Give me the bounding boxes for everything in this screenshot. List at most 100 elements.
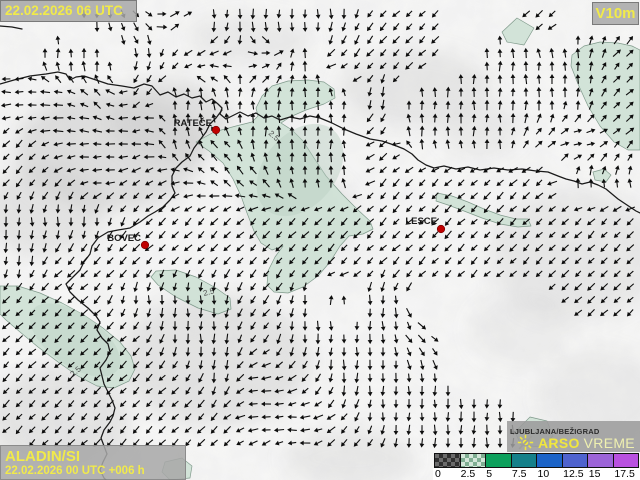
wind-arrow xyxy=(587,230,595,239)
wind-arrow-head xyxy=(80,377,85,382)
wind-arrow-head xyxy=(237,113,243,118)
wind-arrow xyxy=(548,257,556,265)
station-label: LJUBLJANA/BEŽIGRAD xyxy=(510,427,600,436)
wind-arrow xyxy=(443,166,453,173)
wind-arrow xyxy=(418,244,426,252)
wind-arrow xyxy=(573,141,583,147)
wind-arrow-head xyxy=(28,415,34,420)
wind-arrow-head xyxy=(198,234,203,239)
wind-arrow xyxy=(210,140,219,149)
wind-arrow xyxy=(522,270,530,278)
wind-arrow-head xyxy=(29,261,35,267)
wind-arrow-head xyxy=(185,126,191,131)
wind-arrow-head xyxy=(471,87,477,92)
wind-arrow-head xyxy=(276,233,281,239)
wind-arrow-head xyxy=(41,155,46,160)
wind-arrow-head xyxy=(366,234,372,239)
wind-arrow-head xyxy=(171,415,176,420)
wind-arrow xyxy=(3,192,9,200)
wind-arrow-head xyxy=(509,233,515,239)
wind-arrow xyxy=(120,282,126,291)
wind-arrow-head xyxy=(211,234,216,239)
wind-arrow-head xyxy=(340,246,346,252)
wind-arrow xyxy=(55,75,62,84)
wind-arrow xyxy=(406,125,412,137)
wind-arrow xyxy=(352,205,362,213)
wind-arrow-head xyxy=(302,100,308,105)
wind-arrow-head xyxy=(367,287,372,292)
wind-arrow-head xyxy=(328,100,334,105)
wind-arrow xyxy=(406,386,412,396)
wind-arrow-head xyxy=(613,259,619,265)
wind-arrow-head xyxy=(261,414,266,420)
wind-arrow xyxy=(549,87,555,97)
wind-arrow-head xyxy=(221,193,226,199)
wind-arrow xyxy=(68,217,74,227)
wind-arrow-head xyxy=(302,27,308,32)
wind-arrow xyxy=(248,362,258,368)
wind-arrow-head xyxy=(172,87,177,92)
wind-arrow xyxy=(41,374,50,382)
wind-arrow-head xyxy=(419,391,425,396)
wind-arrow xyxy=(211,308,217,318)
wind-arrow-head xyxy=(54,312,60,317)
wind-arrow xyxy=(224,347,230,357)
wind-arrow-head xyxy=(158,114,164,120)
wind-arrow xyxy=(145,11,153,17)
wind-arrow-head xyxy=(133,66,139,71)
wind-arrow-head xyxy=(93,351,98,356)
wind-arrow-head xyxy=(106,390,111,395)
wind-arrow xyxy=(145,192,154,199)
wind-arrow xyxy=(2,127,10,134)
wind-arrow xyxy=(562,74,568,84)
wind-arrow-head xyxy=(118,181,124,186)
wind-arrow xyxy=(328,21,334,33)
wind-arrow xyxy=(625,88,634,96)
wind-arrow xyxy=(419,100,425,110)
wind-arrow xyxy=(522,140,529,149)
wind-arrow xyxy=(15,128,24,134)
wind-arrow xyxy=(54,178,62,187)
wind-arrow-head xyxy=(224,377,230,383)
wind-arrow xyxy=(315,360,321,370)
wind-arrow-head xyxy=(3,223,9,228)
wind-arrow xyxy=(432,385,438,397)
wind-arrow-head xyxy=(313,427,319,433)
wind-arrow-head xyxy=(184,428,190,433)
wind-arrow xyxy=(496,179,504,187)
wind-arrow xyxy=(380,86,386,98)
wind-arrow xyxy=(93,335,102,343)
wind-arrow xyxy=(419,23,426,31)
wind-arrow-head xyxy=(302,86,308,92)
wind-arrow-head xyxy=(68,389,73,395)
wind-arrow xyxy=(328,35,334,45)
wind-arrow-head xyxy=(548,12,554,18)
wind-arrow xyxy=(42,217,48,227)
wind-arrow xyxy=(328,100,334,110)
wind-arrow-head xyxy=(198,378,203,383)
wind-arrow-head xyxy=(175,11,180,16)
wind-arrow-head xyxy=(274,388,279,394)
wind-arrow xyxy=(523,126,529,137)
wind-arrow-head xyxy=(42,260,47,266)
wind-arrow xyxy=(107,348,114,356)
wind-arrow-head xyxy=(132,260,137,265)
wind-arrow xyxy=(497,100,503,110)
wind-arrow-head xyxy=(431,51,437,57)
wind-arrow xyxy=(417,62,427,69)
wind-arrow-head xyxy=(341,339,347,344)
wind-arrow-head xyxy=(185,273,191,278)
wind-arrow-head xyxy=(379,234,385,239)
wind-arrow xyxy=(586,141,596,147)
wind-arrow xyxy=(380,308,386,318)
wind-arrow-head xyxy=(223,75,229,80)
wind-arrow-head xyxy=(172,126,178,131)
wind-arrow xyxy=(367,87,373,97)
wind-arrow xyxy=(483,244,491,252)
wind-arrow-head xyxy=(237,87,243,92)
wind-arrow-head xyxy=(94,48,100,53)
wind-arrow xyxy=(418,347,425,357)
wind-arrow-head xyxy=(393,25,398,31)
wind-arrow-head xyxy=(145,429,151,434)
wind-arrow-head xyxy=(236,363,242,369)
